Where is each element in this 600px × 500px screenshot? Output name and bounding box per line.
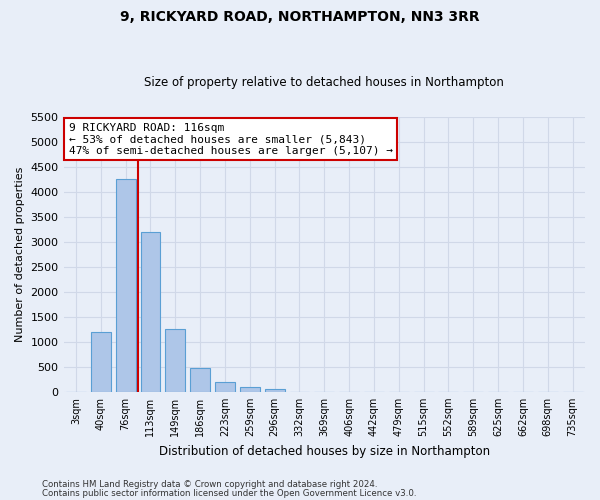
Bar	[91, 332, 111, 392]
Bar	[166, 330, 185, 392]
X-axis label: Distribution of detached houses by size in Northampton: Distribution of detached houses by size …	[159, 444, 490, 458]
Bar	[116, 180, 136, 392]
Y-axis label: Number of detached properties: Number of detached properties	[15, 166, 25, 342]
Bar	[265, 389, 284, 392]
Text: 9, RICKYARD ROAD, NORTHAMPTON, NN3 3RR: 9, RICKYARD ROAD, NORTHAMPTON, NN3 3RR	[120, 10, 480, 24]
Bar	[240, 388, 260, 392]
Text: Contains HM Land Registry data © Crown copyright and database right 2024.: Contains HM Land Registry data © Crown c…	[42, 480, 377, 489]
Text: 9 RICKYARD ROAD: 116sqm
← 53% of detached houses are smaller (5,843)
47% of semi: 9 RICKYARD ROAD: 116sqm ← 53% of detache…	[69, 122, 393, 156]
Bar	[190, 368, 210, 392]
Bar	[140, 232, 160, 392]
Text: Contains public sector information licensed under the Open Government Licence v3: Contains public sector information licen…	[42, 489, 416, 498]
Bar	[215, 382, 235, 392]
Title: Size of property relative to detached houses in Northampton: Size of property relative to detached ho…	[145, 76, 504, 90]
